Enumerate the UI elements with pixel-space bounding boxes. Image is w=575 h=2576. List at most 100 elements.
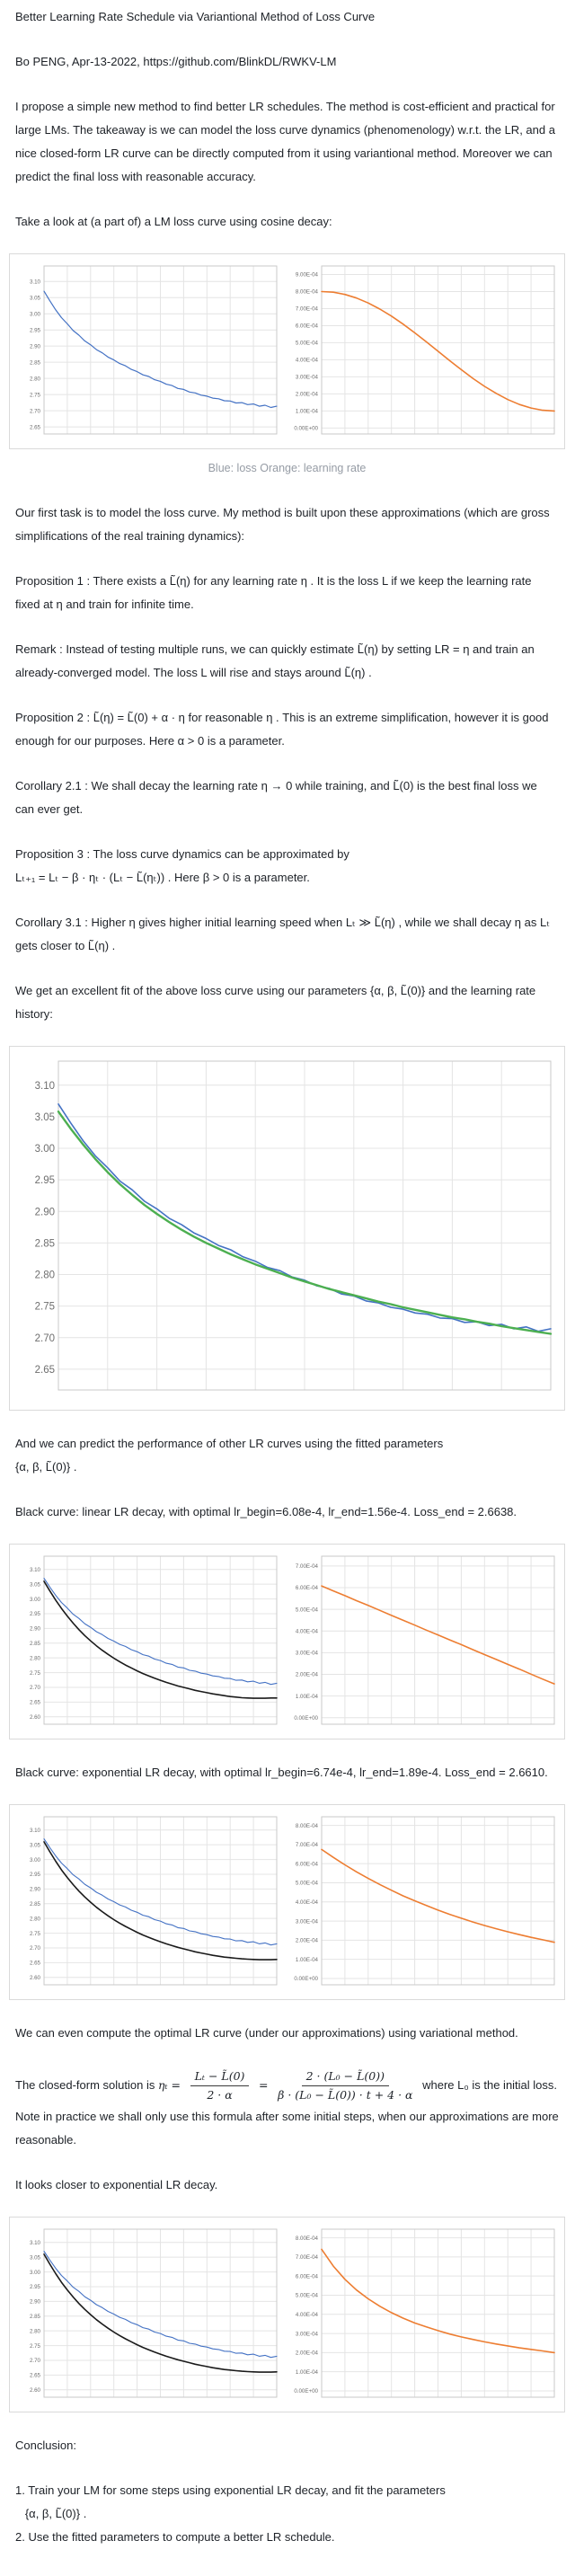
svg-text:7.00E-04: 7.00E-04 [296, 1563, 319, 1570]
svg-text:2.00E-04: 2.00E-04 [296, 2350, 319, 2357]
linear-decay-loss-chart: 3.10 3.05 3.00 2.95 2.90 2.85 2.80 2.75 2.70 2.65… [13, 1550, 283, 1733]
svg-text:3.10: 3.10 [30, 1828, 41, 1834]
svg-text:7.00E-04: 7.00E-04 [296, 306, 319, 313]
svg-text:2.95: 2.95 [30, 1872, 41, 1878]
svg-text:8.00E-04: 8.00E-04 [296, 289, 319, 296]
svg-text:7.00E-04: 7.00E-04 [296, 1842, 319, 1848]
svg-text:2.70: 2.70 [35, 1333, 55, 1344]
variational-lr-chart: 8.00E-04 7.00E-04 6.00E-04 5.00E-04 4.00E-04… [291, 2223, 561, 2406]
svg-text:5.00E-04: 5.00E-04 [296, 341, 319, 347]
svg-text:2.90: 2.90 [30, 343, 41, 350]
svg-text:2.80: 2.80 [30, 2329, 41, 2335]
variational-paragraph: We can even compute the optimal LR curve… [15, 2026, 518, 2040]
formula-lhs: ηₜ = [157, 2078, 181, 2093]
corollary-3-1: Corollary 3.1 : Higher η gives higher in… [15, 916, 551, 952]
svg-text:2.85: 2.85 [35, 1238, 55, 1249]
svg-text:2.00E-04: 2.00E-04 [296, 1672, 319, 1678]
svg-text:2.80: 2.80 [30, 1916, 41, 1922]
formula-lead: The closed-form solution is [15, 2078, 158, 2093]
svg-text:4.00E-04: 4.00E-04 [296, 1899, 319, 1906]
svg-text:1.00E-04: 1.00E-04 [296, 2369, 319, 2376]
conclusion-heading: Conclusion: [15, 2439, 76, 2453]
svg-text:4.00E-04: 4.00E-04 [296, 1628, 319, 1634]
fraction-1-denominator: 2 · α [207, 2088, 233, 2102]
svg-text:2.85: 2.85 [30, 2314, 41, 2320]
corollary-2-1: Corollary 2.1 : We shall decay the learn… [15, 779, 537, 816]
svg-text:2.70: 2.70 [30, 1945, 41, 1952]
svg-text:2.90: 2.90 [30, 2299, 41, 2306]
formula-fraction-2: 2 · (L₀ − L̃(0)) β · (L₀ − L̃(0)) · t + … [278, 2068, 412, 2103]
svg-text:2.90: 2.90 [35, 1207, 55, 1217]
svg-text:6.00E-04: 6.00E-04 [296, 2274, 319, 2280]
svg-text:0.00E+00: 0.00E+00 [294, 2388, 318, 2395]
svg-text:2.75: 2.75 [35, 1302, 55, 1313]
svg-text:2.60: 2.60 [30, 1975, 41, 1981]
svg-text:2.65: 2.65 [35, 1365, 55, 1376]
svg-text:3.00E-04: 3.00E-04 [296, 375, 319, 381]
svg-text:3.10: 3.10 [35, 1081, 55, 1092]
linear-decay-lr-chart: 7.00E-04 6.00E-04 5.00E-04 4.00E-04 3.00E-04… [291, 1550, 561, 1733]
svg-text:3.10: 3.10 [30, 2240, 41, 2246]
svg-text:2.95: 2.95 [30, 2284, 41, 2290]
svg-text:2.60: 2.60 [30, 1714, 41, 1721]
formula-fraction-1: Lₜ − L̃(0) 2 · α [190, 2068, 250, 2103]
formula-tail: where L₀ is the initial loss. Note in pr… [15, 2078, 559, 2147]
closer-paragraph: It looks closer to exponential LR decay. [15, 2178, 218, 2192]
take-a-look-paragraph: Take a look at (a part of) a LM loss cur… [15, 215, 332, 228]
proposition-2: Proposition 2 : L̃(η) = L̃(0) + α · η fo… [15, 711, 549, 748]
svg-text:3.05: 3.05 [30, 1842, 41, 1848]
exponential-decay-paragraph: Black curve: exponential LR decay, with … [15, 1766, 548, 1779]
svg-text:2.70: 2.70 [30, 2358, 41, 2364]
svg-text:3.10: 3.10 [30, 279, 41, 285]
svg-text:5.00E-04: 5.00E-04 [296, 2293, 319, 2299]
svg-text:9.00E-04: 9.00E-04 [296, 272, 319, 279]
proposition-3: Proposition 3 : The loss curve dynamics … [15, 847, 349, 884]
svg-text:2.75: 2.75 [30, 1931, 41, 1937]
svg-text:2.75: 2.75 [30, 2343, 41, 2350]
first-task-paragraph: Our first task is to model the loss curv… [15, 506, 550, 543]
svg-text:2.85: 2.85 [30, 359, 41, 366]
svg-text:1.00E-04: 1.00E-04 [296, 1694, 319, 1700]
figure-loss-fit: 3.10 3.05 3.00 2.95 2.90 2.85 2.80 2.75 2.70 2.65 [9, 1046, 565, 1411]
svg-text:2.80: 2.80 [30, 376, 41, 382]
svg-text:3.00: 3.00 [30, 311, 41, 317]
excellent-fit-paragraph: We get an excellent fit of the above los… [15, 984, 536, 1021]
svg-text:5.00E-04: 5.00E-04 [296, 1881, 319, 1887]
svg-text:2.65: 2.65 [30, 1700, 41, 1706]
fraction-2-numerator: 2 · (L₀ − L̃(0)) [301, 2068, 389, 2087]
svg-text:2.95: 2.95 [30, 1611, 41, 1617]
svg-text:0.00E+00: 0.00E+00 [294, 426, 318, 432]
svg-text:3.00: 3.00 [30, 1597, 41, 1603]
svg-text:3.05: 3.05 [30, 2255, 41, 2262]
loss-fit-chart: 3.10 3.05 3.00 2.95 2.90 2.85 2.80 2.75 2.70 2.65 [13, 1052, 560, 1404]
svg-text:4.00E-04: 4.00E-04 [296, 2312, 319, 2318]
svg-text:3.00: 3.00 [30, 1857, 41, 1863]
fraction-1-numerator: Lₜ − L̃(0) [190, 2068, 250, 2087]
figure-variational: 3.10 3.05 3.00 2.95 2.90 2.85 2.80 2.75 2.70 2.65… [9, 2217, 565, 2413]
svg-text:2.95: 2.95 [30, 327, 41, 333]
formula-equals: = [259, 2078, 269, 2093]
svg-text:2.65: 2.65 [30, 424, 41, 430]
svg-text:3.05: 3.05 [30, 1581, 41, 1588]
svg-text:2.90: 2.90 [30, 1887, 41, 1893]
conclusion-item-1: 1. Train your LM for some steps using ex… [15, 2483, 446, 2521]
predict-paragraph: And we can predict the performance of ot… [15, 1437, 444, 1474]
svg-text:2.75: 2.75 [30, 1670, 41, 1677]
conclusion-item-2: 2. Use the fitted parameters to compute … [15, 2530, 335, 2545]
svg-text:3.05: 3.05 [30, 295, 41, 301]
svg-text:3.00: 3.00 [30, 2270, 41, 2276]
variational-loss-chart: 3.10 3.05 3.00 2.95 2.90 2.85 2.80 2.75 2.70 2.65… [13, 2223, 283, 2406]
svg-text:2.70: 2.70 [30, 408, 41, 414]
svg-text:2.00E-04: 2.00E-04 [296, 392, 319, 398]
svg-text:0.00E+00: 0.00E+00 [294, 1715, 318, 1722]
closed-form-formula: The closed-form solution is ηₜ = Lₜ − L̃… [15, 2067, 559, 2152]
svg-text:2.00E-04: 2.00E-04 [296, 1938, 319, 1944]
intro-paragraph: I propose a simple new method to find be… [15, 100, 555, 183]
svg-text:5.00E-04: 5.00E-04 [296, 1607, 319, 1613]
figure-exponential-decay: 3.10 3.05 3.00 2.95 2.90 2.85 2.80 2.75 2.70 2.65… [9, 1804, 565, 2000]
svg-text:3.00: 3.00 [35, 1144, 55, 1155]
svg-text:2.65: 2.65 [30, 2373, 41, 2379]
svg-text:2.70: 2.70 [30, 1685, 41, 1691]
svg-text:2.65: 2.65 [30, 1961, 41, 1967]
